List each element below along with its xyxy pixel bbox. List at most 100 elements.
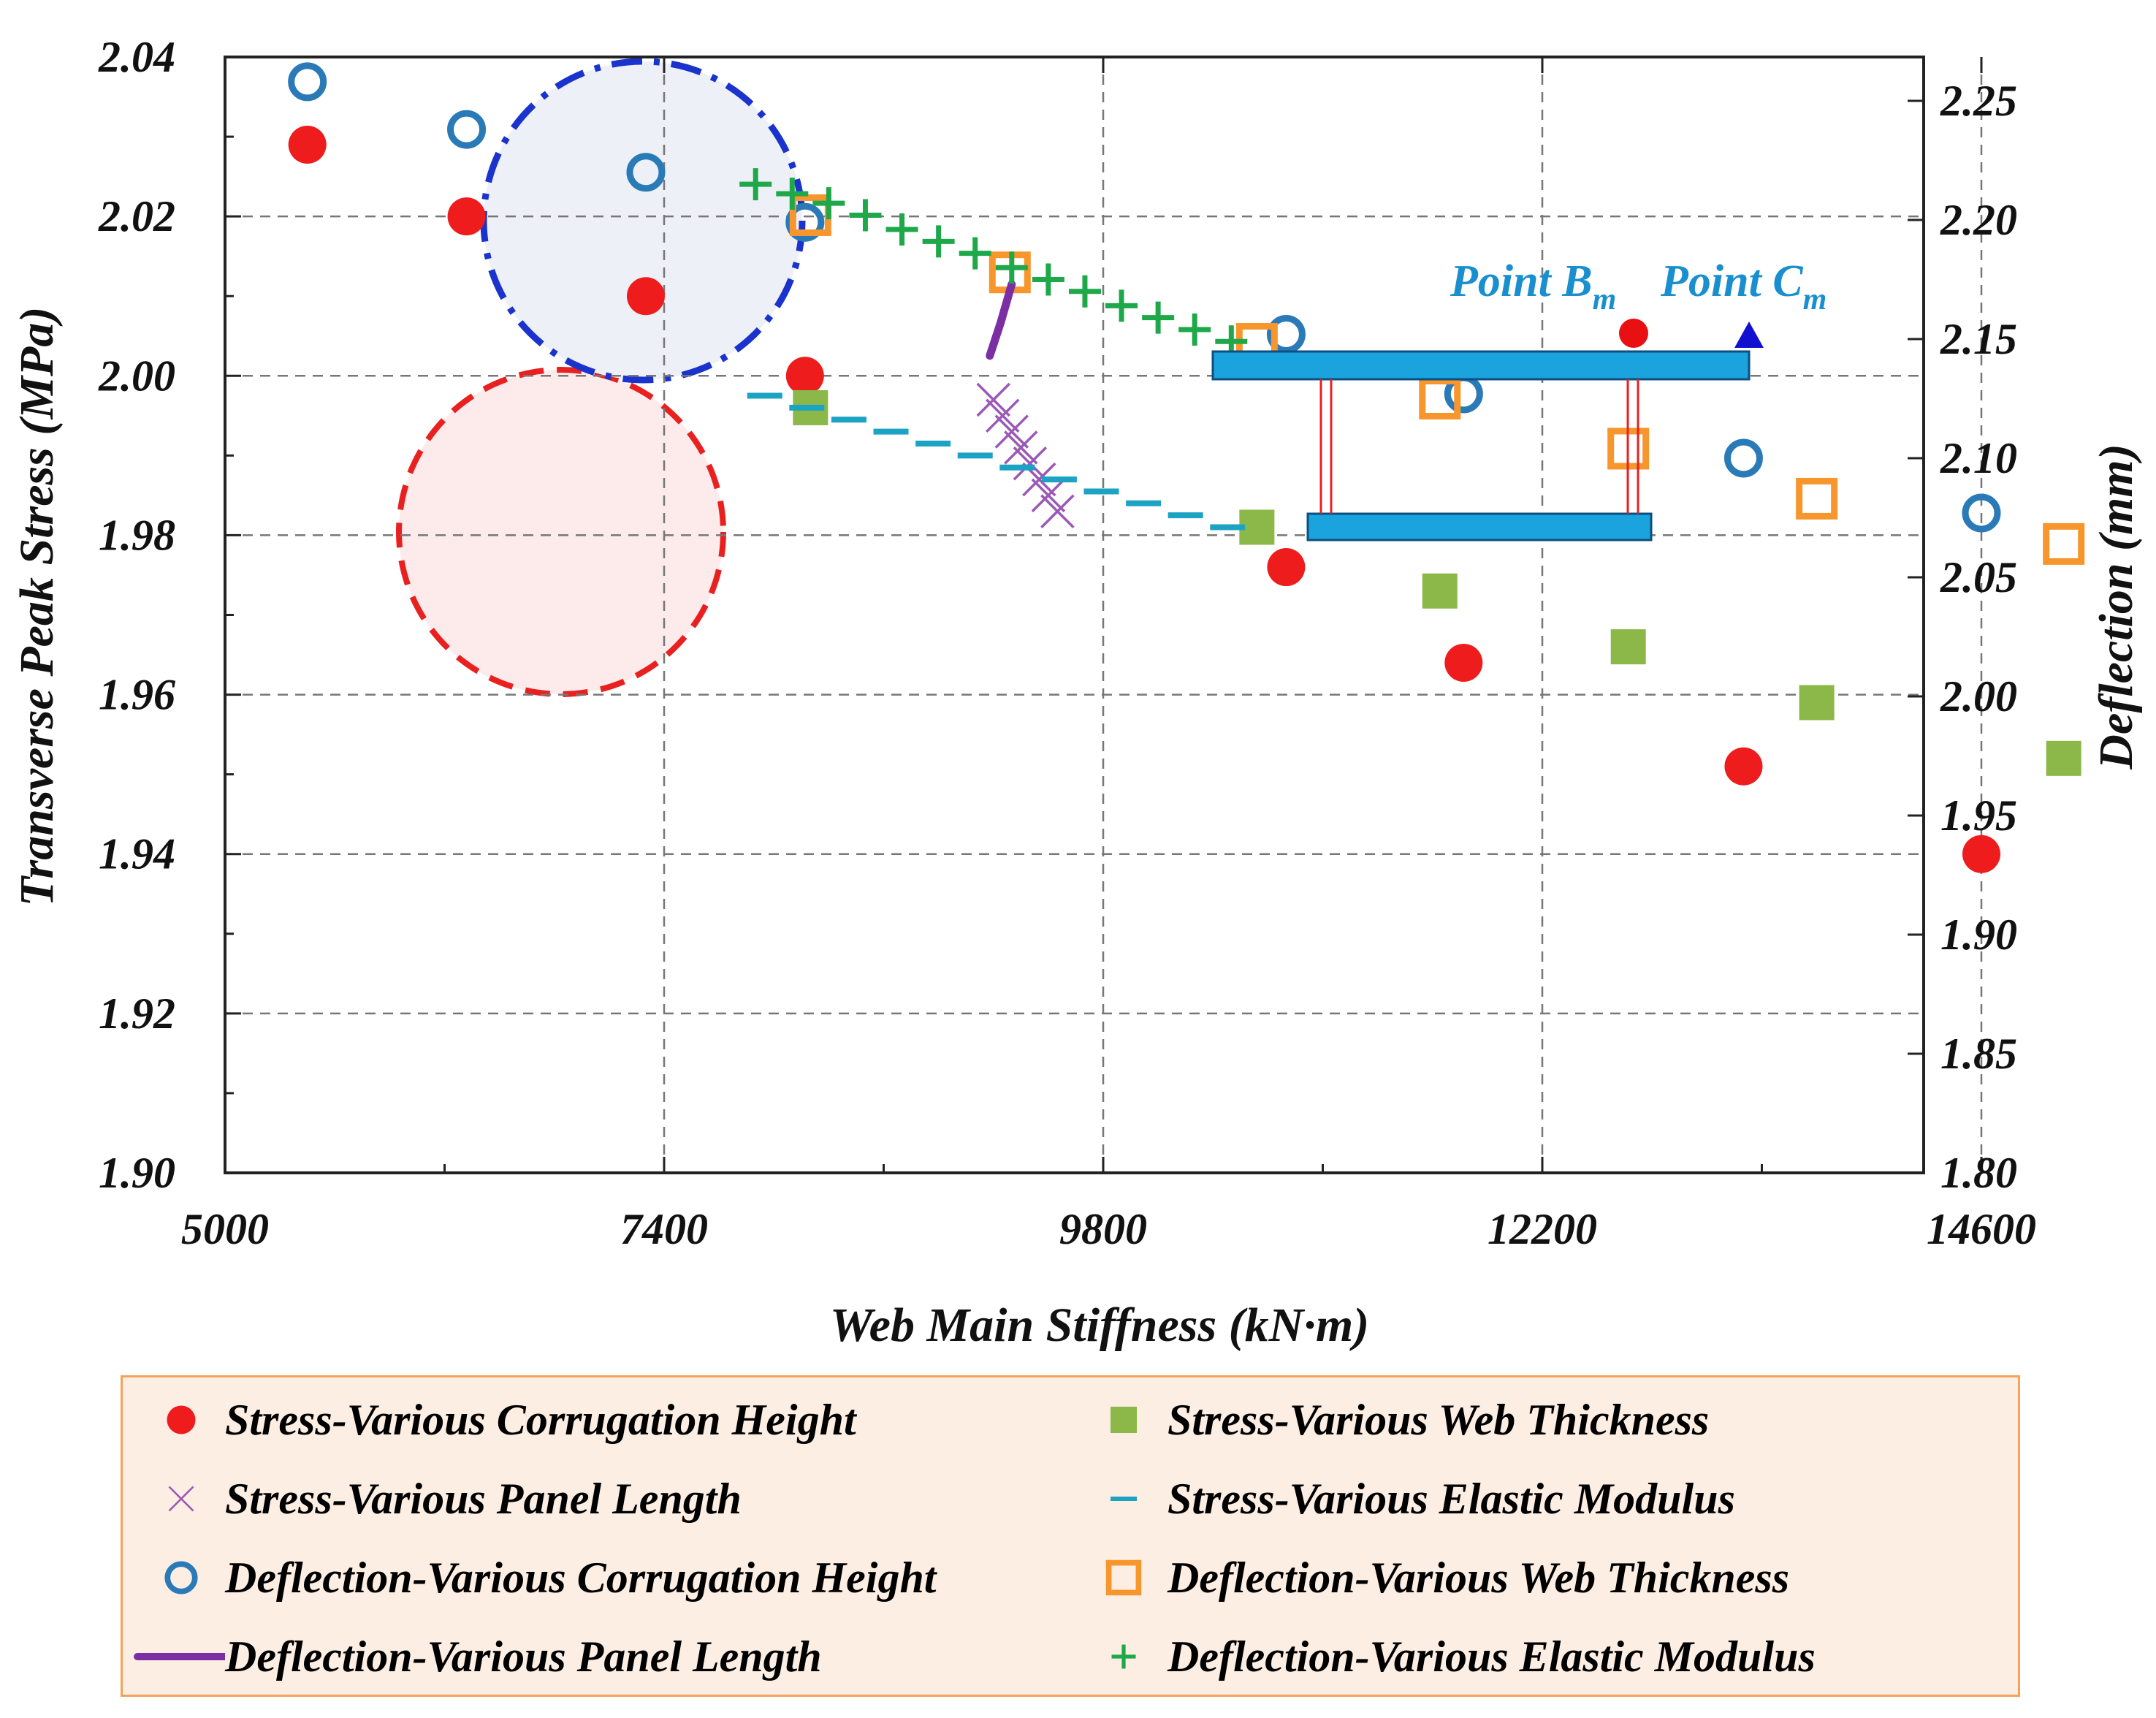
data-point: [1105, 289, 1138, 322]
y-left-tick-label: 2.02: [98, 192, 175, 240]
legend-item: Deflection-Various Panel Length: [123, 1620, 822, 1693]
scatter-chart: 50007400980012200146001700019400218001.9…: [10, 33, 2143, 1352]
highlight-circle-stress: [396, 367, 726, 697]
data-point: [2043, 522, 2085, 565]
y-right-tick-label: 1.80: [1940, 1149, 2017, 1197]
data-point: [1068, 275, 1101, 308]
data-point: [1032, 263, 1064, 296]
y-left-tick-label: 2.00: [98, 351, 175, 400]
data-point: [1142, 301, 1175, 334]
data-point: [959, 237, 991, 270]
y-right-tick-label: 2.05: [1940, 553, 2017, 601]
inset-web-left: [1319, 379, 1333, 514]
data-point: [1178, 313, 1211, 346]
legend-label: Stress-Various Panel Length: [225, 1474, 742, 1523]
point-b-label: Point Bm: [1450, 256, 1616, 316]
x-tick-label: 12200: [1488, 1205, 1597, 1253]
inset-bottom-flange: [1306, 512, 1653, 541]
y-right-tick-label: 2.15: [1940, 315, 2017, 363]
y-right-tick-label: 2.20: [1940, 196, 2017, 244]
y-axis-right-title: Deflection (mm): [2090, 444, 2143, 769]
x-tick-label: 7400: [620, 1205, 708, 1253]
legend-label: Stress-Various Web Thickness: [1167, 1395, 1710, 1444]
data-point: [1799, 685, 1835, 721]
legend-marker: [164, 1561, 198, 1595]
y-left-tick-label: 1.94: [99, 830, 175, 878]
legend-marker: [167, 1405, 196, 1434]
legend-item: Deflection-Various Corrugation Height: [123, 1541, 936, 1614]
series-deflection-various-corrugation-height: [288, 62, 2001, 533]
data-point: [2046, 740, 2081, 776]
data-point: [812, 187, 845, 220]
y-right-tick-label: 1.90: [1940, 911, 2017, 959]
y-right-tick-label: 2.10: [1940, 434, 2017, 482]
data-point: [447, 110, 487, 149]
data-point: [626, 277, 665, 316]
data-point: [447, 197, 486, 236]
y-left-tick-label: 1.90: [99, 1149, 175, 1197]
y-left-tick-label: 2.04: [98, 33, 175, 81]
legend-marker: [168, 1486, 194, 1512]
y-left-tick-label: 1.92: [99, 989, 175, 1038]
legend-marker: [1111, 1497, 1137, 1501]
legend-marker: [134, 1653, 225, 1660]
data-point: [1723, 438, 1763, 478]
data-point: [986, 398, 1020, 433]
x-tick-label: 9800: [1059, 1205, 1147, 1253]
series-deflection-various-elastic-modulus: [739, 168, 1248, 358]
data-point: [288, 125, 327, 164]
x-tick-label: 5000: [181, 1205, 269, 1253]
data-point: [976, 382, 1010, 417]
y-axis-left-title: Transverse Peak Stress (MPa): [10, 307, 64, 907]
y-right-tick-label: 1.95: [1940, 791, 2017, 840]
legend-marker: [1105, 1559, 1142, 1596]
data-point: [849, 199, 882, 232]
data-point: [1004, 430, 1038, 465]
data-line: [986, 280, 1016, 360]
legend: Stress-Various Corrugation Height Stress-…: [121, 1375, 2020, 1697]
data-point: [1962, 835, 2000, 873]
series-stress-various-corrugation-height: [288, 125, 2000, 873]
legend-marker: [1111, 1644, 1136, 1669]
point-b-subscript: m: [1593, 283, 1617, 316]
y-right-tick-label: 1.85: [1940, 1030, 2017, 1078]
legend-label: Stress-Various Elastic Modulus: [1167, 1474, 1735, 1523]
point-c-label: Point Cm: [1660, 256, 1826, 316]
data-point: [1444, 643, 1483, 682]
data-point: [739, 168, 772, 201]
data-point: [626, 153, 666, 192]
series-deflection-various-panel-length: [986, 280, 1016, 360]
data-point: [1031, 478, 1066, 513]
data-point: [1419, 378, 1461, 419]
data-point: [1239, 509, 1275, 545]
data-point: [922, 225, 955, 258]
inset-schematic: Point Bm Point Cm: [1211, 256, 1826, 541]
legend-item: Stress-Various Elastic Modulus: [1065, 1462, 1735, 1535]
legend-item: Deflection-Various Elastic Modulus: [1065, 1620, 1816, 1693]
point-b-marker: [1619, 319, 1648, 348]
series-stress-various-panel-length: [976, 382, 1075, 528]
data-point: [1962, 493, 2001, 533]
y-left-tick-label: 1.96: [99, 671, 175, 719]
legend-label: Deflection-Various Corrugation Height: [225, 1553, 937, 1602]
series-stress-various-elastic-modulus: [747, 392, 1246, 531]
legend-marker: [1111, 1407, 1137, 1433]
data-point: [1422, 573, 1458, 609]
data-point: [785, 357, 824, 395]
data-point: [1796, 477, 1838, 520]
data-point: [995, 251, 1028, 284]
data-point: [1266, 314, 1306, 354]
legend-item: Stress-Various Corrugation Height: [123, 1383, 856, 1456]
y-left-tick-label: 1.98: [99, 511, 175, 559]
data-point: [994, 414, 1029, 449]
point-c-subscript: m: [1803, 283, 1827, 316]
data-point: [776, 178, 809, 210]
data-point: [1040, 494, 1075, 528]
data-point: [885, 213, 918, 246]
legend-item: Deflection-Various Web Thickness: [1065, 1541, 1789, 1614]
legend-item: Stress-Various Web Thickness: [1065, 1383, 1709, 1456]
y-right-tick-label: 2.00: [1940, 672, 2017, 721]
x-tick-label: 14600: [1927, 1205, 2036, 1253]
point-c-marker: [1734, 322, 1764, 348]
series-stress-various-web-thickness: [793, 389, 2081, 776]
